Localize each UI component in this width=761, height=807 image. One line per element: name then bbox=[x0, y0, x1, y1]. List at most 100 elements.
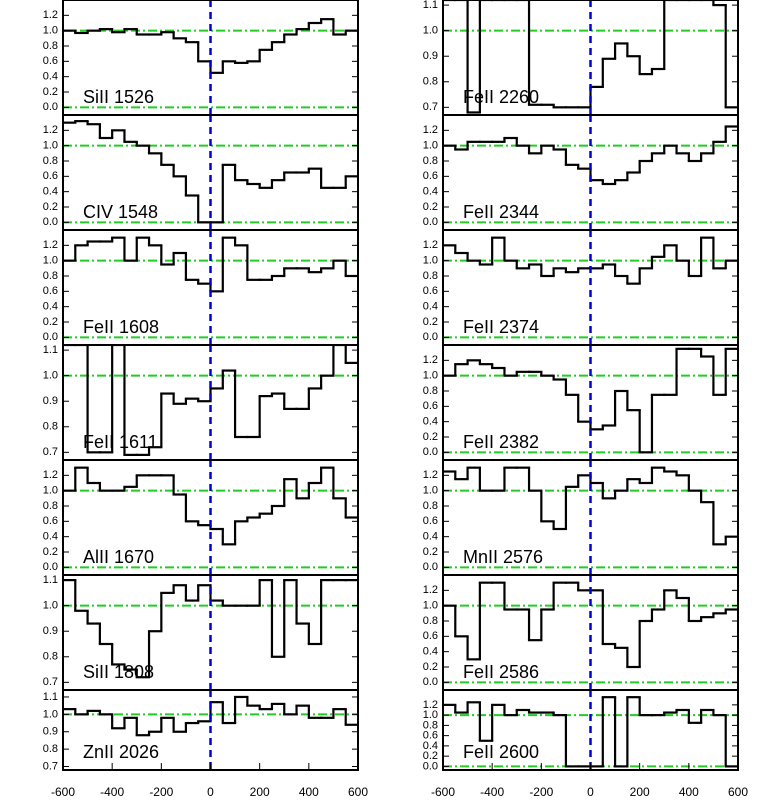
y-tick-label: 1.0 bbox=[43, 25, 58, 37]
plot-area bbox=[63, 345, 358, 460]
panel: 0.0 0.2 0.4 0.6 0.8 1.0 1.2 FeII 2374 bbox=[423, 229, 739, 346]
y-tick-label: 0.8 bbox=[43, 270, 58, 282]
y-tick-label: 1.2 bbox=[43, 469, 58, 481]
y-tick-label: 1.2 bbox=[43, 9, 58, 21]
y-tick-label: 1.0 bbox=[423, 255, 438, 267]
y-tick-label: 0.4 bbox=[423, 186, 438, 198]
y-tick-label: 0.8 bbox=[423, 615, 438, 627]
y-tick-label: 1.0 bbox=[43, 255, 58, 267]
y-tick-label: 0.6 bbox=[43, 55, 58, 67]
y-tick-label: 0.2 bbox=[43, 201, 58, 213]
plot-area bbox=[63, 230, 358, 345]
y-tick-label: 0.2 bbox=[423, 431, 438, 443]
y-tick-label: 0.0 bbox=[423, 446, 438, 458]
y-tick-label: 0.7 bbox=[423, 101, 438, 113]
y-tick-label: 0.0 bbox=[423, 331, 438, 343]
y-tick-label: 1.0 bbox=[423, 485, 438, 497]
panel: 0.00.20.40.60.81.01.2 FeII 2600 -600 -400 -2… bbox=[423, 689, 748, 799]
panel: 0.0 0.2 0.4 0.6 0.8 1.0 1.2 FeII 2344 bbox=[423, 114, 739, 231]
y-tick-label: 0.0 bbox=[423, 216, 438, 228]
panel: 0.0 0.2 0.4 0.6 0.8 1.0 1.2 CIV 1548 bbox=[43, 114, 359, 231]
line-label: FeII 1608 bbox=[83, 317, 159, 337]
x-tick-label: -600 bbox=[51, 785, 75, 799]
y-tick-label: 0.4 bbox=[423, 646, 438, 658]
y-tick-label: 0.8 bbox=[423, 385, 438, 397]
y-tick-label: 0.6 bbox=[43, 515, 58, 527]
y-tick-label: 1.2 bbox=[423, 699, 438, 711]
y-tick-label: 0.0 bbox=[43, 561, 58, 573]
y-tick-label: 1.2 bbox=[423, 239, 438, 251]
line-label: CIV 1548 bbox=[83, 202, 158, 222]
y-tick-label: 0.4 bbox=[423, 531, 438, 543]
x-tick-label: 600 bbox=[348, 785, 368, 799]
y-tick-label: 1.0 bbox=[423, 370, 438, 382]
plot-area bbox=[443, 230, 738, 345]
y-tick-label: 1.2 bbox=[423, 124, 438, 136]
y-tick-label: 1.0 bbox=[423, 140, 438, 152]
panel: 0.7 0.8 0.9 1.0 1.1 SiII 1808 bbox=[43, 574, 359, 691]
x-tick-label: 400 bbox=[679, 785, 699, 799]
y-tick-label: 0.0 bbox=[423, 760, 438, 772]
y-tick-label: 0.8 bbox=[43, 40, 58, 52]
y-tick-label: 1.0 bbox=[43, 140, 58, 152]
plot-area bbox=[443, 0, 738, 115]
line-label: FeII 2260 bbox=[463, 87, 539, 107]
y-tick-label: 1.0 bbox=[43, 708, 58, 720]
y-tick-label: 1.2 bbox=[43, 239, 58, 251]
y-tick-label: 0.6 bbox=[43, 285, 58, 297]
y-tick-label: 0.4 bbox=[43, 531, 58, 543]
plot-area bbox=[443, 575, 738, 690]
panel: 0.0 0.2 0.4 0.6 0.8 1.0 1.2 MnII 2576 bbox=[423, 459, 739, 576]
y-tick-label: 0.6 bbox=[423, 730, 438, 742]
y-tick-label: 0.8 bbox=[43, 155, 58, 167]
line-label: MnII 2576 bbox=[463, 547, 543, 567]
x-tick-label: 0 bbox=[587, 785, 594, 799]
panel: 0.0 0.2 0.4 0.6 0.8 1.0 1.2 SiII 1526 bbox=[43, 0, 359, 116]
y-tick-label: 1.2 bbox=[423, 469, 438, 481]
y-tick-label: 0.9 bbox=[43, 395, 58, 407]
y-tick-label: 0.7 bbox=[43, 446, 58, 458]
y-tick-label: 1.2 bbox=[423, 354, 438, 366]
x-tick-label: 600 bbox=[728, 785, 748, 799]
y-tick-label: 0.0 bbox=[43, 101, 58, 113]
y-tick-label: 0.4 bbox=[43, 186, 58, 198]
y-tick-label: 0.8 bbox=[43, 500, 58, 512]
y-tick-label: 1.1 bbox=[43, 344, 58, 356]
plot-area bbox=[63, 575, 358, 690]
line-label: FeII 2344 bbox=[463, 202, 539, 222]
x-tick-label: -400 bbox=[480, 785, 504, 799]
y-tick-label: 0.2 bbox=[423, 546, 438, 558]
plot-area bbox=[63, 115, 358, 230]
y-tick-label: 0.2 bbox=[423, 316, 438, 328]
x-tick-label: -200 bbox=[529, 785, 553, 799]
y-tick-label: 0.2 bbox=[423, 661, 438, 673]
x-tick-label: -200 bbox=[149, 785, 173, 799]
y-tick-label: 0.2 bbox=[43, 546, 58, 558]
x-tick-label: 400 bbox=[299, 785, 319, 799]
y-tick-label: 0.9 bbox=[43, 625, 58, 637]
panel: 0.0 0.2 0.4 0.6 0.8 1.0 1.2 FeII 1608 bbox=[43, 229, 359, 346]
y-tick-label: 1.0 bbox=[423, 600, 438, 612]
y-tick-label: 0.6 bbox=[423, 630, 438, 642]
panel: 0.7 0.8 0.9 1.0 1.1 FeII 2260 bbox=[423, 0, 739, 116]
y-tick-label: 0.6 bbox=[423, 170, 438, 182]
panel: 0.7 0.8 0.9 1.0 1.1 FeII 1611 bbox=[43, 344, 359, 461]
y-tick-label: 1.0 bbox=[423, 709, 438, 721]
x-tick-label: -600 bbox=[431, 785, 455, 799]
y-tick-label: 0.4 bbox=[423, 301, 438, 313]
line-label: ZnII 2026 bbox=[83, 742, 159, 762]
plot-area bbox=[63, 690, 358, 770]
x-tick-label: 200 bbox=[630, 785, 650, 799]
plot-area bbox=[63, 0, 358, 115]
line-label: FeII 1611 bbox=[83, 432, 158, 452]
y-tick-label: 0.0 bbox=[43, 331, 58, 343]
y-tick-label: 0.2 bbox=[423, 750, 438, 762]
panel: 0.0 0.2 0.4 0.6 0.8 1.0 1.2 FeII 2382 bbox=[423, 344, 739, 461]
y-tick-label: 0.4 bbox=[423, 416, 438, 428]
y-tick-label: 0.6 bbox=[423, 285, 438, 297]
x-tick-label: 0 bbox=[207, 785, 214, 799]
y-tick-label: 0.8 bbox=[43, 743, 58, 755]
x-tick-label: -400 bbox=[100, 785, 124, 799]
y-tick-label: 0.8 bbox=[43, 651, 58, 663]
y-tick-label: 0.8 bbox=[423, 76, 438, 88]
